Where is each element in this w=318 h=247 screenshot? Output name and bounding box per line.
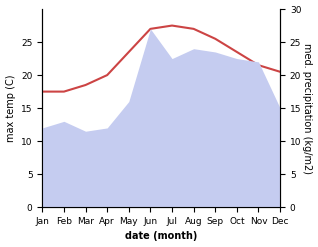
Y-axis label: max temp (C): max temp (C) bbox=[5, 74, 16, 142]
Y-axis label: med. precipitation (kg/m2): med. precipitation (kg/m2) bbox=[302, 43, 313, 174]
X-axis label: date (month): date (month) bbox=[125, 231, 197, 242]
